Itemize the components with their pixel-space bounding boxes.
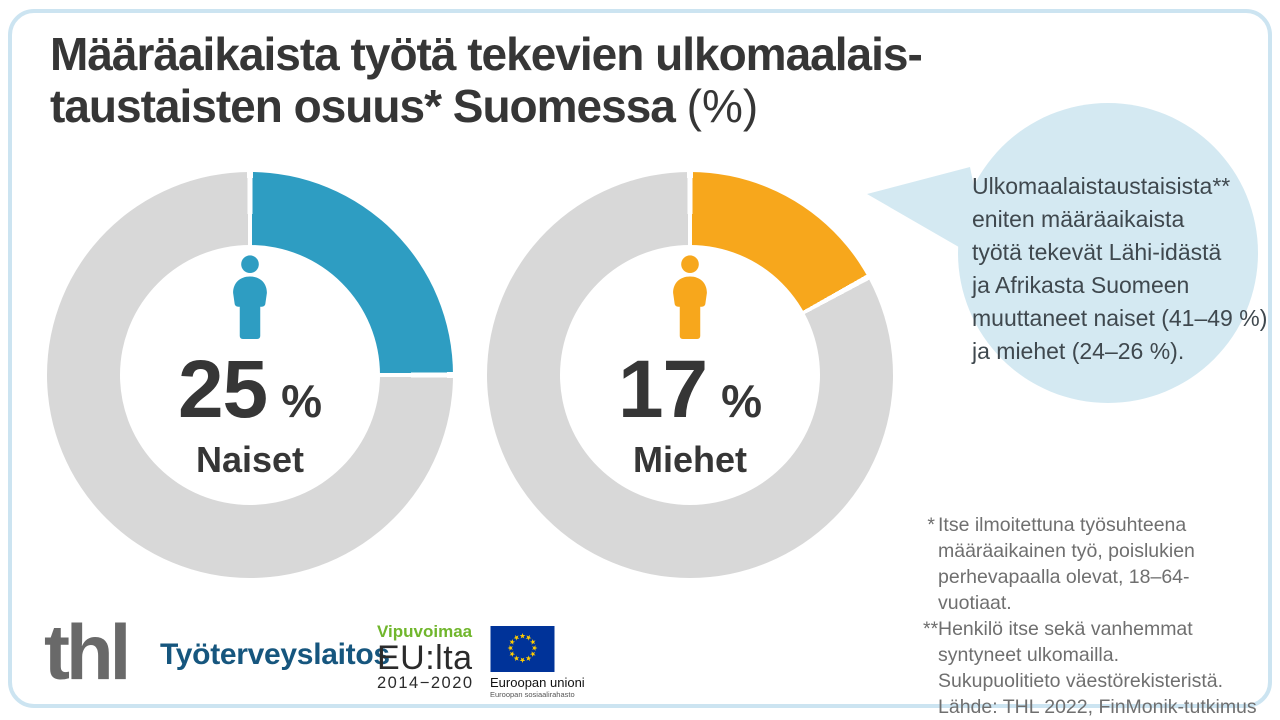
footnote-2-text: Henkilö itse sekä vanhemmat syntyneet ul… — [938, 618, 1257, 718]
donut-chart-miehet: 17 % Miehet — [487, 172, 893, 578]
speech-bubble-circle — [958, 103, 1258, 403]
vipuvoimaa-years: 2014−2020 — [377, 674, 474, 692]
donut-miehet-label: Miehet — [632, 439, 747, 481]
donut-miehet-value-row: 17 % — [617, 344, 763, 435]
footnote-2-marker: ** — [923, 618, 939, 640]
donut-naiset-value: 25 — [177, 344, 268, 435]
donut-chart-naiset: 25 % Naiset — [47, 172, 453, 578]
tyoterveyslaitos-logo: Työterveyslaitos — [160, 638, 390, 671]
person-icon — [664, 255, 716, 339]
footnote-1-marker: * — [927, 514, 935, 536]
person-icon — [224, 255, 276, 339]
donut-miehet-center: 17 % Miehet — [560, 245, 820, 505]
eu-caption: Euroopan unioni — [490, 675, 585, 690]
vipuvoimaa-eu-logo: Vipuvoimaa EU:lta 2014−2020 — [377, 623, 474, 692]
speech-bubble — [867, 103, 1258, 403]
footnotes: * Itse ilmoitettuna työsuhteena määräaika… — [923, 512, 1258, 720]
eu-subcaption: Euroopan sosiaalirahasto — [490, 690, 575, 699]
donut-naiset-center: 25 % Naiset — [120, 245, 380, 505]
page-title: Määräaikaista työtä tekevien ulkomaalais… — [50, 28, 923, 132]
donut-naiset-value-row: 25 % — [177, 344, 323, 435]
footnote-1: * Itse ilmoitettuna työsuhteena määräaika… — [923, 512, 1258, 616]
eu-flag-icon — [490, 626, 555, 672]
eulta-text: EU:lta — [377, 639, 473, 677]
thl-logo: thl — [44, 608, 131, 696]
footnote-1-text: Itse ilmoitettuna työsuhteena määräaikai… — [938, 514, 1195, 614]
donut-miehet-unit: % — [721, 375, 763, 427]
title-line1: Määräaikaista työtä tekevien ulkomaalais… — [50, 28, 923, 80]
title-line2: taustaisten osuus* Suomessa — [50, 80, 676, 132]
eu-flag-logo: Euroopan unioni Euroopan sosiaalirahasto — [490, 626, 600, 699]
donut-naiset-label: Naiset — [195, 439, 305, 481]
footnote-2: **Henkilö itse sekä vanhemmat syntyneet … — [923, 616, 1258, 720]
speech-bubble-text: Ulkomaalaistaustaisista** eniten määräai… — [972, 173, 1268, 364]
vipuvoimaa-text: Vipuvoimaa — [377, 622, 473, 641]
donut-naiset-unit: % — [281, 375, 323, 427]
donut-miehet-value: 17 — [617, 344, 708, 435]
title-unit: (%) — [686, 80, 759, 132]
